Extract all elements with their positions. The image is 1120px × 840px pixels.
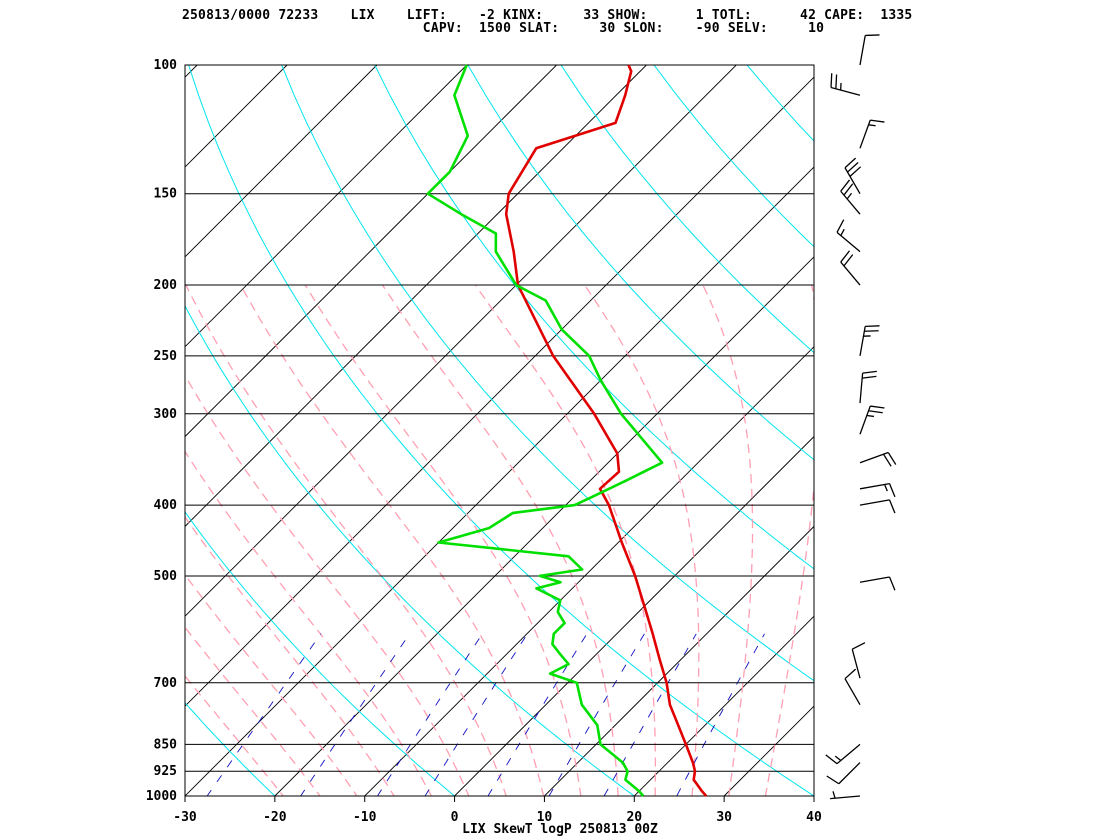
background-grid — [0, 65, 1120, 812]
x-tick-label: -10 — [353, 810, 377, 825]
y-tick-label: 100 — [154, 58, 178, 73]
moist-adiabat-line — [702, 284, 754, 796]
isotherm-line — [994, 65, 1120, 796]
wind-barb — [859, 482, 896, 498]
wind-barb — [840, 179, 861, 215]
moist-adiabat-line — [240, 284, 545, 796]
y-tick-label: 850 — [154, 737, 178, 752]
wind-barb — [851, 642, 866, 679]
y-tick-label: 400 — [154, 498, 178, 513]
x-tick-label: -30 — [173, 810, 197, 825]
isotherm-line — [185, 65, 557, 438]
y-tick-label: 1000 — [146, 789, 177, 804]
y-tick-label: 250 — [154, 349, 178, 364]
y-tick-label: 925 — [154, 764, 177, 779]
x-tick-label: 40 — [806, 810, 822, 825]
isotherm-line — [185, 65, 468, 348]
x-tick-label: 10 — [537, 810, 553, 825]
moist-adiabat-line — [185, 573, 358, 796]
temperature-profile-line — [504, 64, 708, 797]
wind-barb — [859, 576, 896, 591]
y-tick-label: 700 — [154, 676, 178, 691]
y-tick-label: 150 — [154, 187, 178, 202]
moist-adiabat-line — [304, 284, 582, 796]
x-tick-label: 20 — [626, 810, 642, 825]
dry-adiabat-line — [185, 702, 276, 796]
wind-barb — [830, 791, 861, 800]
x-tick-label: 0 — [451, 810, 459, 825]
isotherm-line — [813, 795, 814, 796]
dry-adiabat-line — [933, 65, 1120, 812]
dry-adiabat-line — [467, 65, 814, 461]
moist-adiabat-line — [185, 626, 321, 796]
dry-adiabat-line — [746, 65, 814, 142]
dry-adiabat-line — [281, 65, 814, 682]
wind-barb — [825, 743, 861, 765]
wind-barb — [859, 325, 880, 357]
mixing-ratio-line — [424, 633, 528, 796]
x-tick-label: 30 — [716, 810, 732, 825]
mixing-ratio-line — [206, 633, 322, 796]
dewpoint-profile-line — [426, 64, 664, 797]
isotherm-line — [0, 65, 107, 796]
wind-barb — [840, 250, 861, 286]
isotherm-line — [274, 256, 814, 796]
wind-barb — [859, 34, 880, 66]
y-tick-label: 300 — [154, 407, 178, 422]
wind-barb — [826, 762, 861, 785]
header-line-1: 250813/0000 72233 LIX LIFT: -2 KINX: 33 … — [182, 8, 913, 23]
isotherm-line — [185, 166, 814, 796]
wind-barb — [836, 219, 861, 253]
isotherm-line — [185, 65, 647, 528]
wind-barb — [844, 157, 862, 195]
wind-barb — [859, 451, 897, 467]
isotherm-line — [904, 65, 1120, 796]
moist-adiabat-line — [185, 515, 395, 796]
moist-adiabat-line — [474, 284, 657, 796]
moist-adiabat-line — [381, 284, 619, 796]
mixing-ratio-line — [676, 633, 765, 796]
moist-adiabat-line — [185, 450, 433, 796]
isotherm-line — [185, 65, 737, 617]
header-line-2: CAPV: 1500 SLAT: 30 SLON: -90 SELV: 10 — [182, 21, 825, 36]
y-tick-label: 500 — [154, 569, 178, 584]
isotherm-line — [544, 525, 814, 796]
wind-barb — [830, 73, 861, 96]
moist-adiabat-line — [185, 374, 470, 796]
wind-barb — [859, 405, 885, 435]
isotherm-line — [723, 705, 814, 796]
isotherm-line — [185, 65, 288, 168]
plot-frame — [184, 64, 815, 797]
isotherm-line — [0, 65, 17, 796]
mixing-ratio-line — [487, 633, 588, 796]
dry-adiabat-line — [188, 65, 814, 796]
isotherm-line — [454, 435, 814, 796]
dry-adiabat-line — [653, 65, 814, 248]
wind-barb — [859, 119, 885, 149]
isotherm-line — [185, 76, 814, 707]
dry-adiabat-line — [560, 65, 814, 354]
chart-footer-title: LIX SkewT logP 250813 00Z — [462, 822, 658, 837]
isotherm-line — [364, 346, 814, 796]
dry-adiabat-line — [840, 65, 1120, 812]
wind-barb — [844, 668, 861, 705]
dry-adiabat-line — [185, 511, 456, 796]
moist-adiabat-line — [764, 284, 814, 796]
mixing-ratio-line — [548, 633, 645, 796]
wind-barb — [859, 499, 896, 514]
wind-barb — [859, 370, 877, 404]
isotherm-line — [185, 65, 378, 258]
dry-adiabat-line — [374, 65, 814, 570]
dry-adiabat-line — [185, 304, 636, 796]
mixing-ratio-line — [300, 633, 410, 796]
isotherm-line — [633, 615, 814, 796]
x-tick-label: -20 — [263, 810, 287, 825]
moist-adiabat-line — [185, 284, 507, 796]
y-tick-label: 200 — [154, 278, 178, 293]
mixing-ratio-line — [376, 633, 483, 796]
